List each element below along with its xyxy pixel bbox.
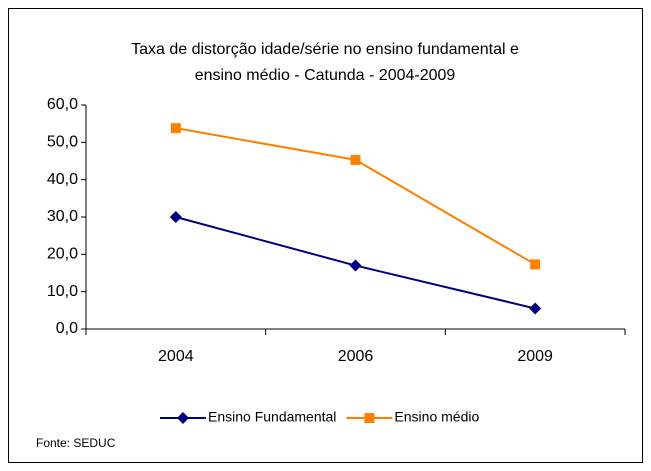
- chart-title: ensino médio - Catunda - 2004-2009: [195, 67, 456, 84]
- legend-marker: [177, 412, 189, 424]
- legend-label: Ensino Fundamental: [208, 409, 336, 425]
- source-note: Fonte: SEDUC: [36, 436, 116, 450]
- point: [530, 259, 541, 270]
- y-tick-label: 50,0: [47, 134, 78, 151]
- y-tick-label: 10,0: [47, 283, 78, 300]
- point: [169, 211, 182, 223]
- y-tick-label: 20,0: [47, 246, 78, 263]
- chart-title: Taxa de distorção idade/série no ensino …: [131, 41, 519, 58]
- legend-marker: [364, 413, 375, 423]
- y-tick-label: 30,0: [47, 208, 78, 225]
- legend-label: Ensino médio: [394, 409, 479, 425]
- point: [170, 123, 181, 134]
- x-tick-label: 2006: [338, 348, 374, 365]
- point: [350, 154, 361, 165]
- x-tick-label: 2009: [517, 348, 553, 365]
- chart-frame: [8, 8, 643, 463]
- point: [349, 259, 362, 272]
- x-tick-label: 2004: [158, 348, 194, 365]
- y-tick-label: 40,0: [47, 171, 78, 188]
- y-tick-label: 0,0: [56, 320, 78, 337]
- y-tick-label: 60,0: [47, 96, 78, 113]
- point: [529, 302, 542, 315]
